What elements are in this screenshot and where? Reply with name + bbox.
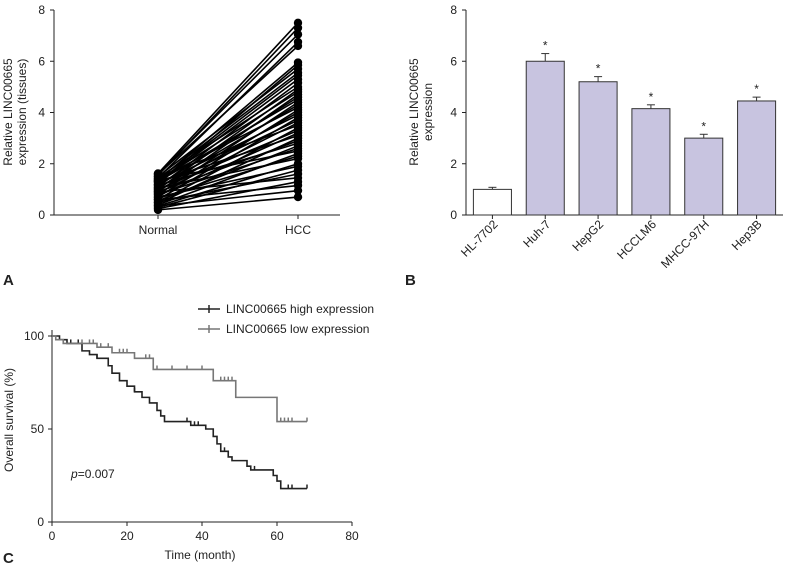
panel-b-ylabel-line2: expression: [421, 83, 435, 141]
panel-b-chart: Relative LINC00665 expression B 0 2 4 6 8 HL-…: [405, 3, 783, 289]
panel-b-y-tick-label: 6: [450, 54, 457, 68]
panel-c-pvalue-rest: =0.007: [78, 467, 115, 481]
panel-c-y-tick-label: 100: [24, 329, 44, 343]
hcc-point: [293, 41, 303, 51]
normal-point: [153, 205, 163, 215]
panel-a-x-tick-label: Normal: [139, 223, 178, 237]
significance-star: *: [649, 90, 654, 104]
panel-c-x-tick-label: 80: [345, 529, 359, 543]
panel-c-letter: C: [3, 550, 14, 567]
paired-line: [157, 106, 299, 180]
panel-b-y-tick-label: 2: [450, 157, 457, 171]
survival-curve-high: [52, 335, 307, 490]
paired-line: [157, 82, 299, 188]
normal-point: [153, 195, 163, 204]
paired-line: [157, 150, 299, 182]
normal-point: [153, 187, 163, 197]
significance-star: *: [701, 119, 706, 133]
panel-c-ylabel: Overall survival (%): [2, 368, 16, 472]
paired-line: [157, 134, 299, 183]
paired-line: [157, 74, 299, 183]
panel-b-x-tick-label: MHCC-97H: [658, 217, 712, 271]
panel-c-pvalue: p=0.007: [70, 467, 115, 481]
legend-label-high: LINC00665 high expression: [226, 302, 374, 316]
panel-a-y-tick-label: 8: [38, 3, 45, 17]
paired-line: [157, 189, 299, 207]
paired-line: [157, 86, 299, 179]
paired-line: [157, 184, 299, 201]
panel-a-chart: Relative LINC00665 expression (tissues) …: [1, 3, 340, 289]
hcc-point: [293, 186, 303, 195]
significance-star: *: [543, 39, 548, 53]
panel-a-y-tick-label: 6: [38, 54, 45, 68]
panel-a-y-tick-label: 4: [38, 106, 45, 120]
panel-b-letter: B: [405, 272, 416, 289]
panel-c-x-tick-label: 60: [270, 529, 284, 543]
panel-c-x-tick-label: 40: [195, 529, 209, 543]
panel-b-x-tick-label: Huh-7: [520, 217, 553, 250]
bar: [631, 108, 671, 216]
paired-line: [157, 22, 299, 175]
significance-star: *: [754, 82, 759, 96]
bar: [578, 81, 618, 216]
bar: [525, 60, 565, 216]
paired-line: [157, 177, 299, 193]
hcc-point: [293, 192, 303, 202]
survival-curve-low: [52, 335, 307, 423]
bar: [737, 100, 777, 216]
panel-c-y-tick-label: 50: [31, 422, 45, 436]
panel-a-y-tick-label: 0: [38, 208, 45, 222]
panel-a-ylabel-line1: Relative LINC00665: [1, 58, 15, 166]
panel-c-pvalue-p: p: [70, 467, 78, 481]
panel-a-ylabel-line2: expression (tissues): [15, 59, 29, 166]
panel-b-x-tick-label: HepG2: [569, 217, 606, 254]
panel-c-x-tick-label: 20: [120, 529, 134, 543]
bar: [472, 188, 512, 216]
panel-c-xlabel: Time (month): [165, 548, 236, 562]
panel-b-y-tick-label: 4: [450, 106, 457, 120]
paired-line: [157, 157, 299, 189]
panel-c-chart: Overall survival (%) Time (month) p=0.00…: [2, 302, 374, 567]
paired-line: [157, 68, 299, 178]
paired-line: [157, 196, 299, 211]
panel-c-x-tick-label: 0: [49, 529, 56, 543]
panel-b-ylabel-line1: Relative LINC00665: [407, 58, 421, 166]
paired-line: [157, 165, 299, 198]
significance-star: *: [596, 62, 601, 76]
panel-b-x-tick-label: HCCLM6: [614, 217, 659, 262]
panel-b-y-tick-label: 0: [450, 208, 457, 222]
paired-line: [157, 129, 299, 191]
paired-line: [157, 72, 299, 180]
panel-c-y-tick-label: 0: [37, 515, 44, 529]
panel-b-y-tick-label: 8: [450, 3, 457, 17]
paired-line: [157, 114, 299, 185]
hcc-point: [293, 30, 303, 39]
hcc-point: [293, 23, 303, 33]
paired-line: [157, 142, 299, 187]
panel-a-x-tick-label: HCC: [285, 223, 311, 237]
panel-a-y-tick-label: 2: [38, 157, 45, 171]
paired-line: [157, 45, 299, 176]
paired-line: [157, 152, 299, 206]
paired-line: [157, 91, 299, 182]
panel-b-x-tick-label: HL-7702: [458, 217, 501, 260]
normal-point: [153, 176, 163, 185]
paired-line: [157, 33, 299, 175]
panel-a-letter: A: [3, 272, 14, 289]
bar: [684, 137, 724, 216]
paired-line: [157, 124, 299, 178]
legend-label-low: LINC00665 low expression: [226, 322, 369, 336]
panel-b-x-tick-label: Hep3B: [729, 217, 765, 253]
